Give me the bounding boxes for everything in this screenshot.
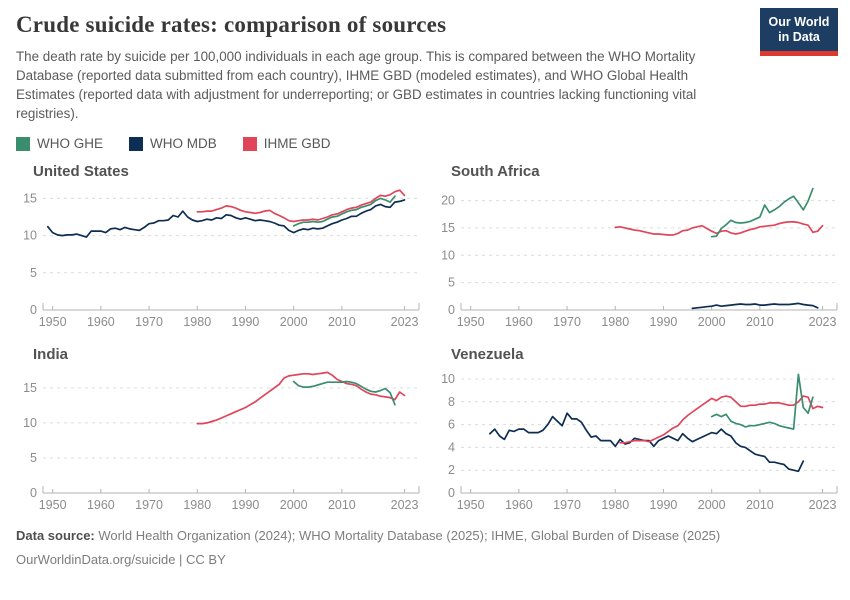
svg-text:2023: 2023 <box>391 498 419 512</box>
chart-panel-title-south-africa: South Africa <box>451 163 540 181</box>
svg-text:10: 10 <box>23 229 37 243</box>
svg-text:2023: 2023 <box>809 498 837 512</box>
svg-text:0: 0 <box>448 486 455 500</box>
chart-panel-south-africa: South Africa 0 5 10 15 20 1950 1960 1970 1980 199… <box>434 157 846 334</box>
svg-text:1980: 1980 <box>183 498 211 512</box>
svg-text:1990: 1990 <box>650 315 678 329</box>
svg-text:2: 2 <box>448 463 455 477</box>
chart-header: Crude suicide rates: comparison of sourc… <box>16 8 840 123</box>
united-states-line-chart[interactable]: 0 5 10 15 1950 1960 1970 1980 1990 2000 2010 2023 <box>16 182 428 334</box>
svg-text:1960: 1960 <box>87 315 115 329</box>
svg-text:0: 0 <box>30 303 37 317</box>
chart-panel-united-states: United States 0 5 10 15 1950 1960 1970 1980 1990… <box>16 157 428 334</box>
svg-text:5: 5 <box>448 276 455 290</box>
svg-text:1970: 1970 <box>135 315 163 329</box>
legend-label-who-mdb: WHO MDB <box>150 136 217 152</box>
svg-text:8: 8 <box>448 395 455 409</box>
svg-text:2000: 2000 <box>698 315 726 329</box>
svg-text:2010: 2010 <box>328 315 356 329</box>
svg-text:1970: 1970 <box>553 315 581 329</box>
svg-text:2000: 2000 <box>698 498 726 512</box>
svg-text:4: 4 <box>448 441 455 455</box>
svg-text:2023: 2023 <box>391 315 419 329</box>
legend-label-ihme-gbd: IHME GBD <box>263 136 331 152</box>
svg-text:5: 5 <box>30 451 37 465</box>
owid-logo[interactable]: Our World in Data <box>760 8 838 56</box>
svg-text:1980: 1980 <box>183 315 211 329</box>
legend-label-who-ghe: WHO GHE <box>37 136 103 152</box>
owid-logo-line1: Our World <box>768 15 830 29</box>
data-source-line: Data source: World Health Organization (… <box>16 527 840 546</box>
chart-subtitle: The death rate by suicide per 100,000 in… <box>16 49 697 122</box>
svg-text:1960: 1960 <box>505 498 533 512</box>
svg-text:1950: 1950 <box>39 315 67 329</box>
svg-text:15: 15 <box>23 381 37 395</box>
svg-text:20: 20 <box>441 194 455 208</box>
svg-text:1990: 1990 <box>650 498 678 512</box>
charts-grid: United States 0 5 10 15 1950 1960 1970 1980 1990… <box>16 157 840 517</box>
owid-chart-page: Crude suicide rates: comparison of sourc… <box>16 8 840 570</box>
svg-text:10: 10 <box>441 372 455 386</box>
svg-text:2000: 2000 <box>280 315 308 329</box>
south-africa-line-chart[interactable]: 0 5 10 15 20 1950 1960 1970 1980 1990 2000 2010 2023 <box>434 182 846 334</box>
license-line: OurWorldinData.org/suicide | CC BY <box>16 551 840 570</box>
chart-panel-title-venezuela: Venezuela <box>451 346 524 364</box>
chart-panel-title-united-states: United States <box>33 163 129 181</box>
svg-text:1950: 1950 <box>457 315 485 329</box>
svg-text:1960: 1960 <box>505 315 533 329</box>
data-source-text: World Health Organization (2024); WHO Mo… <box>98 528 721 544</box>
svg-text:1990: 1990 <box>232 315 260 329</box>
legend-item-who-ghe[interactable]: WHO GHE <box>16 136 103 151</box>
chart-panel-venezuela: Venezuela 0 2 4 6 8 10 1950 1960 1970 1980 1990 200… <box>434 340 846 517</box>
svg-text:2010: 2010 <box>746 315 774 329</box>
svg-text:1960: 1960 <box>87 498 115 512</box>
svg-text:1980: 1980 <box>601 498 629 512</box>
chart-panel-title-india: India <box>33 346 69 364</box>
india-line-chart[interactable]: 0 5 10 15 1950 1960 1970 1980 1990 2000 2010 2023 <box>16 365 428 517</box>
footer-link[interactable]: OurWorldinData.org/suicide | CC BY <box>16 551 226 567</box>
legend-swatch-who-mdb <box>129 136 143 151</box>
svg-text:2010: 2010 <box>746 498 774 512</box>
svg-text:1980: 1980 <box>601 315 629 329</box>
svg-text:1990: 1990 <box>232 498 260 512</box>
legend-swatch-ihme-gbd <box>242 136 257 151</box>
chart-legend: WHO GHE WHO MDB IHME GBD <box>16 136 840 151</box>
chart-panel-india: India 0 5 10 15 1950 1960 1970 1980 1990 2000 2010… <box>16 340 428 517</box>
svg-text:2000: 2000 <box>280 498 308 512</box>
page-title: Crude suicide rates: comparison of sourc… <box>16 12 447 37</box>
svg-text:10: 10 <box>23 416 37 430</box>
svg-text:2023: 2023 <box>809 315 837 329</box>
svg-text:0: 0 <box>448 303 455 317</box>
svg-text:1950: 1950 <box>39 498 67 512</box>
legend-item-who-mdb[interactable]: WHO MDB <box>129 136 217 151</box>
data-source-label: Data source: <box>16 528 95 544</box>
svg-text:6: 6 <box>448 418 455 432</box>
legend-swatch-who-ghe <box>16 136 30 151</box>
svg-text:10: 10 <box>441 248 455 262</box>
svg-text:15: 15 <box>23 192 37 206</box>
svg-text:15: 15 <box>441 221 455 235</box>
legend-item-ihme-gbd[interactable]: IHME GBD <box>242 136 331 152</box>
svg-text:5: 5 <box>30 266 37 280</box>
svg-text:0: 0 <box>30 486 37 500</box>
svg-text:1950: 1950 <box>457 498 485 512</box>
svg-text:2010: 2010 <box>328 498 356 512</box>
svg-text:1970: 1970 <box>135 498 163 512</box>
svg-text:1970: 1970 <box>553 498 581 512</box>
owid-logo-line2: in Data <box>778 30 820 44</box>
venezuela-line-chart[interactable]: 0 2 4 6 8 10 1950 1960 1970 1980 1990 2000 2010 2023 <box>434 365 846 517</box>
chart-footer: Data source: World Health Organization (… <box>16 527 840 570</box>
